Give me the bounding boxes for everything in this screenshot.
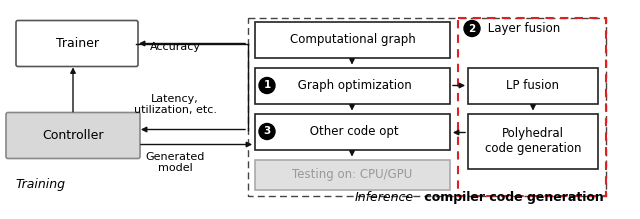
Circle shape bbox=[464, 21, 480, 37]
FancyBboxPatch shape bbox=[468, 113, 598, 168]
Text: Polyhedral
code generation: Polyhedral code generation bbox=[484, 127, 581, 155]
Text: Computational graph: Computational graph bbox=[290, 33, 415, 46]
Text: Graph optimization: Graph optimization bbox=[294, 79, 412, 92]
Text: Other code opt: Other code opt bbox=[306, 125, 399, 138]
Text: Layer fusion: Layer fusion bbox=[484, 22, 560, 35]
FancyBboxPatch shape bbox=[255, 159, 450, 189]
Text: 3: 3 bbox=[264, 127, 271, 136]
Text: Controller: Controller bbox=[42, 129, 104, 142]
Text: Testing on: CPU/GPU: Testing on: CPU/GPU bbox=[292, 168, 413, 181]
Circle shape bbox=[259, 78, 275, 94]
Text: Latency,
utilization, etc.: Latency, utilization, etc. bbox=[134, 94, 216, 115]
Text: LP fusion: LP fusion bbox=[506, 79, 559, 92]
FancyBboxPatch shape bbox=[255, 67, 450, 104]
Text: 2: 2 bbox=[468, 23, 476, 34]
FancyBboxPatch shape bbox=[16, 21, 138, 67]
Text: Training: Training bbox=[15, 178, 65, 191]
Circle shape bbox=[259, 124, 275, 140]
Text: 1: 1 bbox=[264, 81, 271, 90]
FancyBboxPatch shape bbox=[6, 113, 140, 159]
Text: Generated
model: Generated model bbox=[145, 152, 205, 173]
FancyBboxPatch shape bbox=[255, 113, 450, 150]
Text: Inference: Inference bbox=[355, 191, 414, 204]
Text: compiler code generation: compiler code generation bbox=[420, 191, 604, 204]
FancyBboxPatch shape bbox=[468, 67, 598, 104]
FancyBboxPatch shape bbox=[255, 21, 450, 58]
Text: Accuracy: Accuracy bbox=[150, 41, 200, 51]
Text: Trainer: Trainer bbox=[56, 37, 99, 50]
